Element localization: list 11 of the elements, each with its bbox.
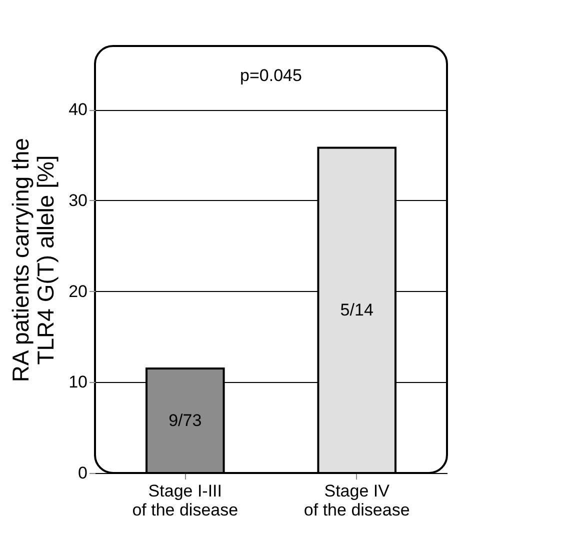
x-tick-label: Stage I-III of the disease: [132, 482, 238, 520]
y-axis-title: RA patients carrying the TLR4 G(T) allele [%]: [8, 138, 59, 382]
data-label: 9/73: [168, 410, 202, 430]
y-tick-label: 20: [68, 282, 88, 301]
data-label: 5/14: [340, 300, 374, 320]
y-tick-label: 30: [68, 190, 88, 210]
y-tick-label: 0: [78, 464, 88, 482]
y-tick-label: 40: [68, 100, 88, 120]
y-tick-label: 10: [68, 372, 88, 392]
annotation: p=0.045: [240, 66, 302, 85]
x-tick-label: Stage IV of the disease: [304, 482, 410, 520]
